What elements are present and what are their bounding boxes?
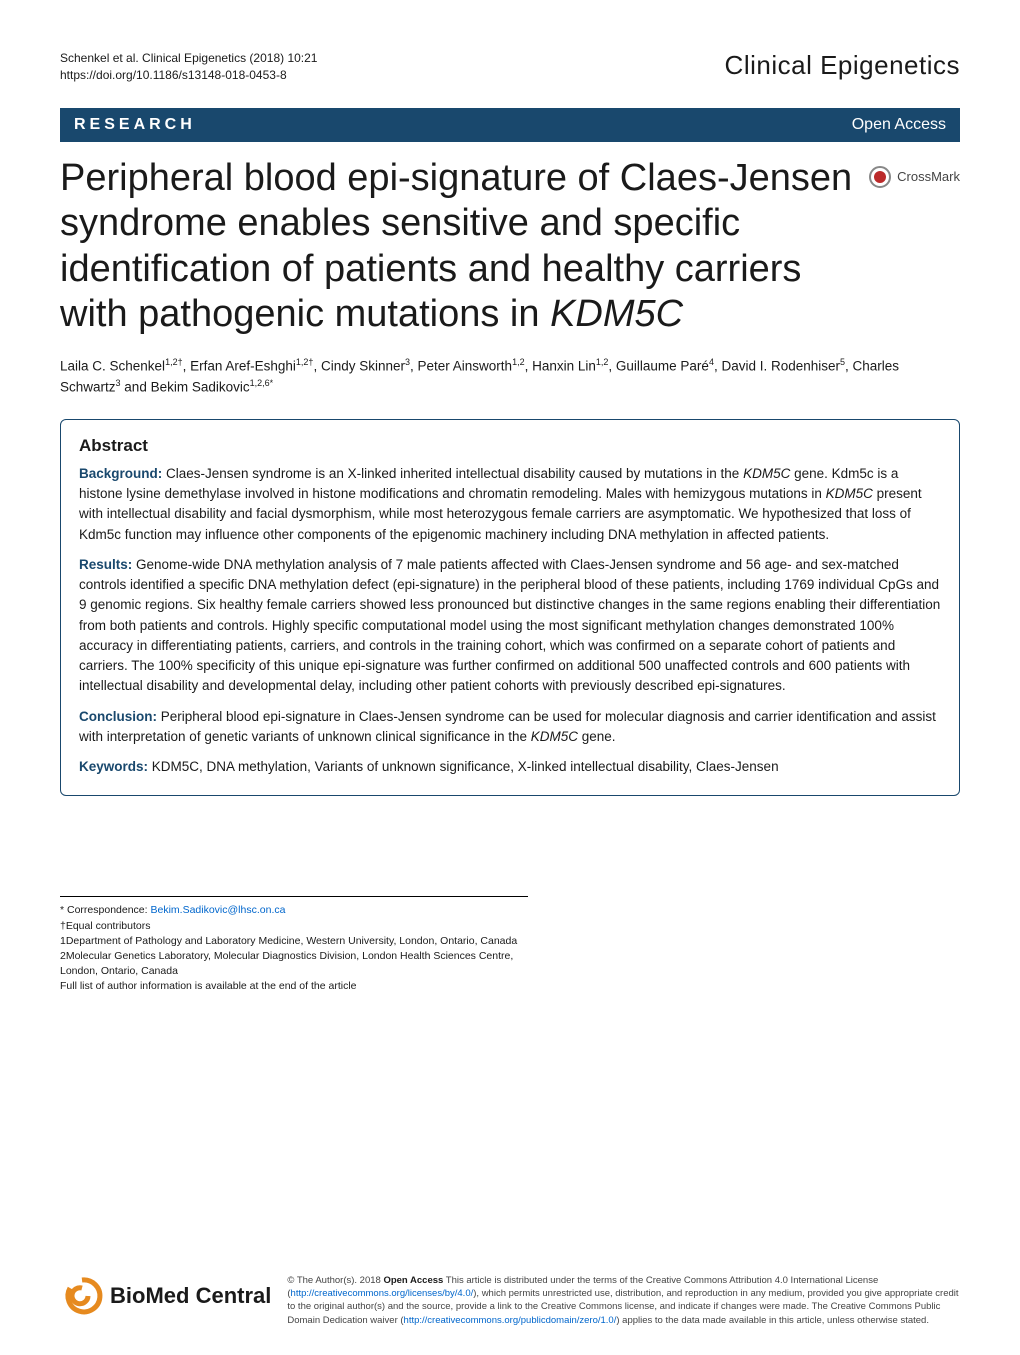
results-lead: Results: (79, 557, 132, 572)
abstract-heading: Abstract (79, 436, 941, 456)
open-access-label: Open Access (852, 116, 946, 134)
correspondence-email[interactable]: Bekim.Sadikovic@lhsc.on.ca (150, 904, 285, 916)
journal-brand: Clinical Epigenetics (725, 50, 960, 81)
abstract-conclusion: Conclusion: Peripheral blood epi-signatu… (79, 707, 941, 748)
abstract-keywords: Keywords: KDM5C, DNA methylation, Varian… (79, 757, 941, 777)
footnotes: * Correspondence: Bekim.Sadikovic@lhsc.o… (60, 896, 528, 994)
keywords-text: KDM5C, DNA methylation, Variants of unkn… (148, 759, 779, 774)
background-lead: Background: (79, 466, 162, 481)
bmc-text: BioMed Central (110, 1283, 271, 1309)
crossmark-icon (869, 166, 891, 188)
abstract-box: Abstract Background: Claes-Jensen syndro… (60, 419, 960, 797)
conclusion-text: Peripheral blood epi-signature in Claes-… (79, 709, 936, 744)
correspondence-line: * Correspondence: Bekim.Sadikovic@lhsc.o… (60, 903, 528, 918)
correspondence-label: * Correspondence: (60, 904, 150, 916)
biomed-central-logo: BioMed Central (60, 1274, 271, 1318)
citation-block: Schenkel et al. Clinical Epigenetics (20… (60, 50, 317, 84)
research-bar: RESEARCH Open Access (60, 108, 960, 142)
affiliation-1: 1Department of Pathology and Laboratory … (60, 934, 528, 949)
bmc-swirl-icon (60, 1274, 104, 1318)
abstract-results: Results: Genome-wide DNA methylation ana… (79, 555, 941, 697)
abstract-background: Background: Claes-Jensen syndrome is an … (79, 464, 941, 545)
header-row: Schenkel et al. Clinical Epigenetics (20… (60, 50, 960, 84)
results-text: Genome-wide DNA methylation analysis of … (79, 557, 940, 694)
doi-line: https://doi.org/10.1186/s13148-018-0453-… (60, 67, 317, 84)
article-title: Peripheral blood epi-signature of Claes-… (60, 156, 857, 338)
full-author-list-note: Full list of author information is avail… (60, 979, 528, 994)
crossmark-label: CrossMark (897, 169, 960, 184)
footer: BioMed Central © The Author(s). 2018 Ope… (60, 1274, 960, 1327)
keywords-lead: Keywords: (79, 759, 148, 774)
author-list: Laila C. Schenkel1,2†, Erfan Aref-Eshghi… (60, 356, 960, 399)
affiliation-2: 2Molecular Genetics Laboratory, Molecula… (60, 949, 528, 979)
equal-contributors: †Equal contributors (60, 919, 528, 934)
license-text: © The Author(s). 2018 Open Access This a… (287, 1274, 960, 1327)
background-text: Claes-Jensen syndrome is an X-linked inh… (79, 466, 922, 542)
citation-line: Schenkel et al. Clinical Epigenetics (20… (60, 50, 317, 67)
conclusion-lead: Conclusion: (79, 709, 157, 724)
crossmark-badge[interactable]: CrossMark (869, 166, 960, 188)
research-label: RESEARCH (74, 116, 196, 134)
